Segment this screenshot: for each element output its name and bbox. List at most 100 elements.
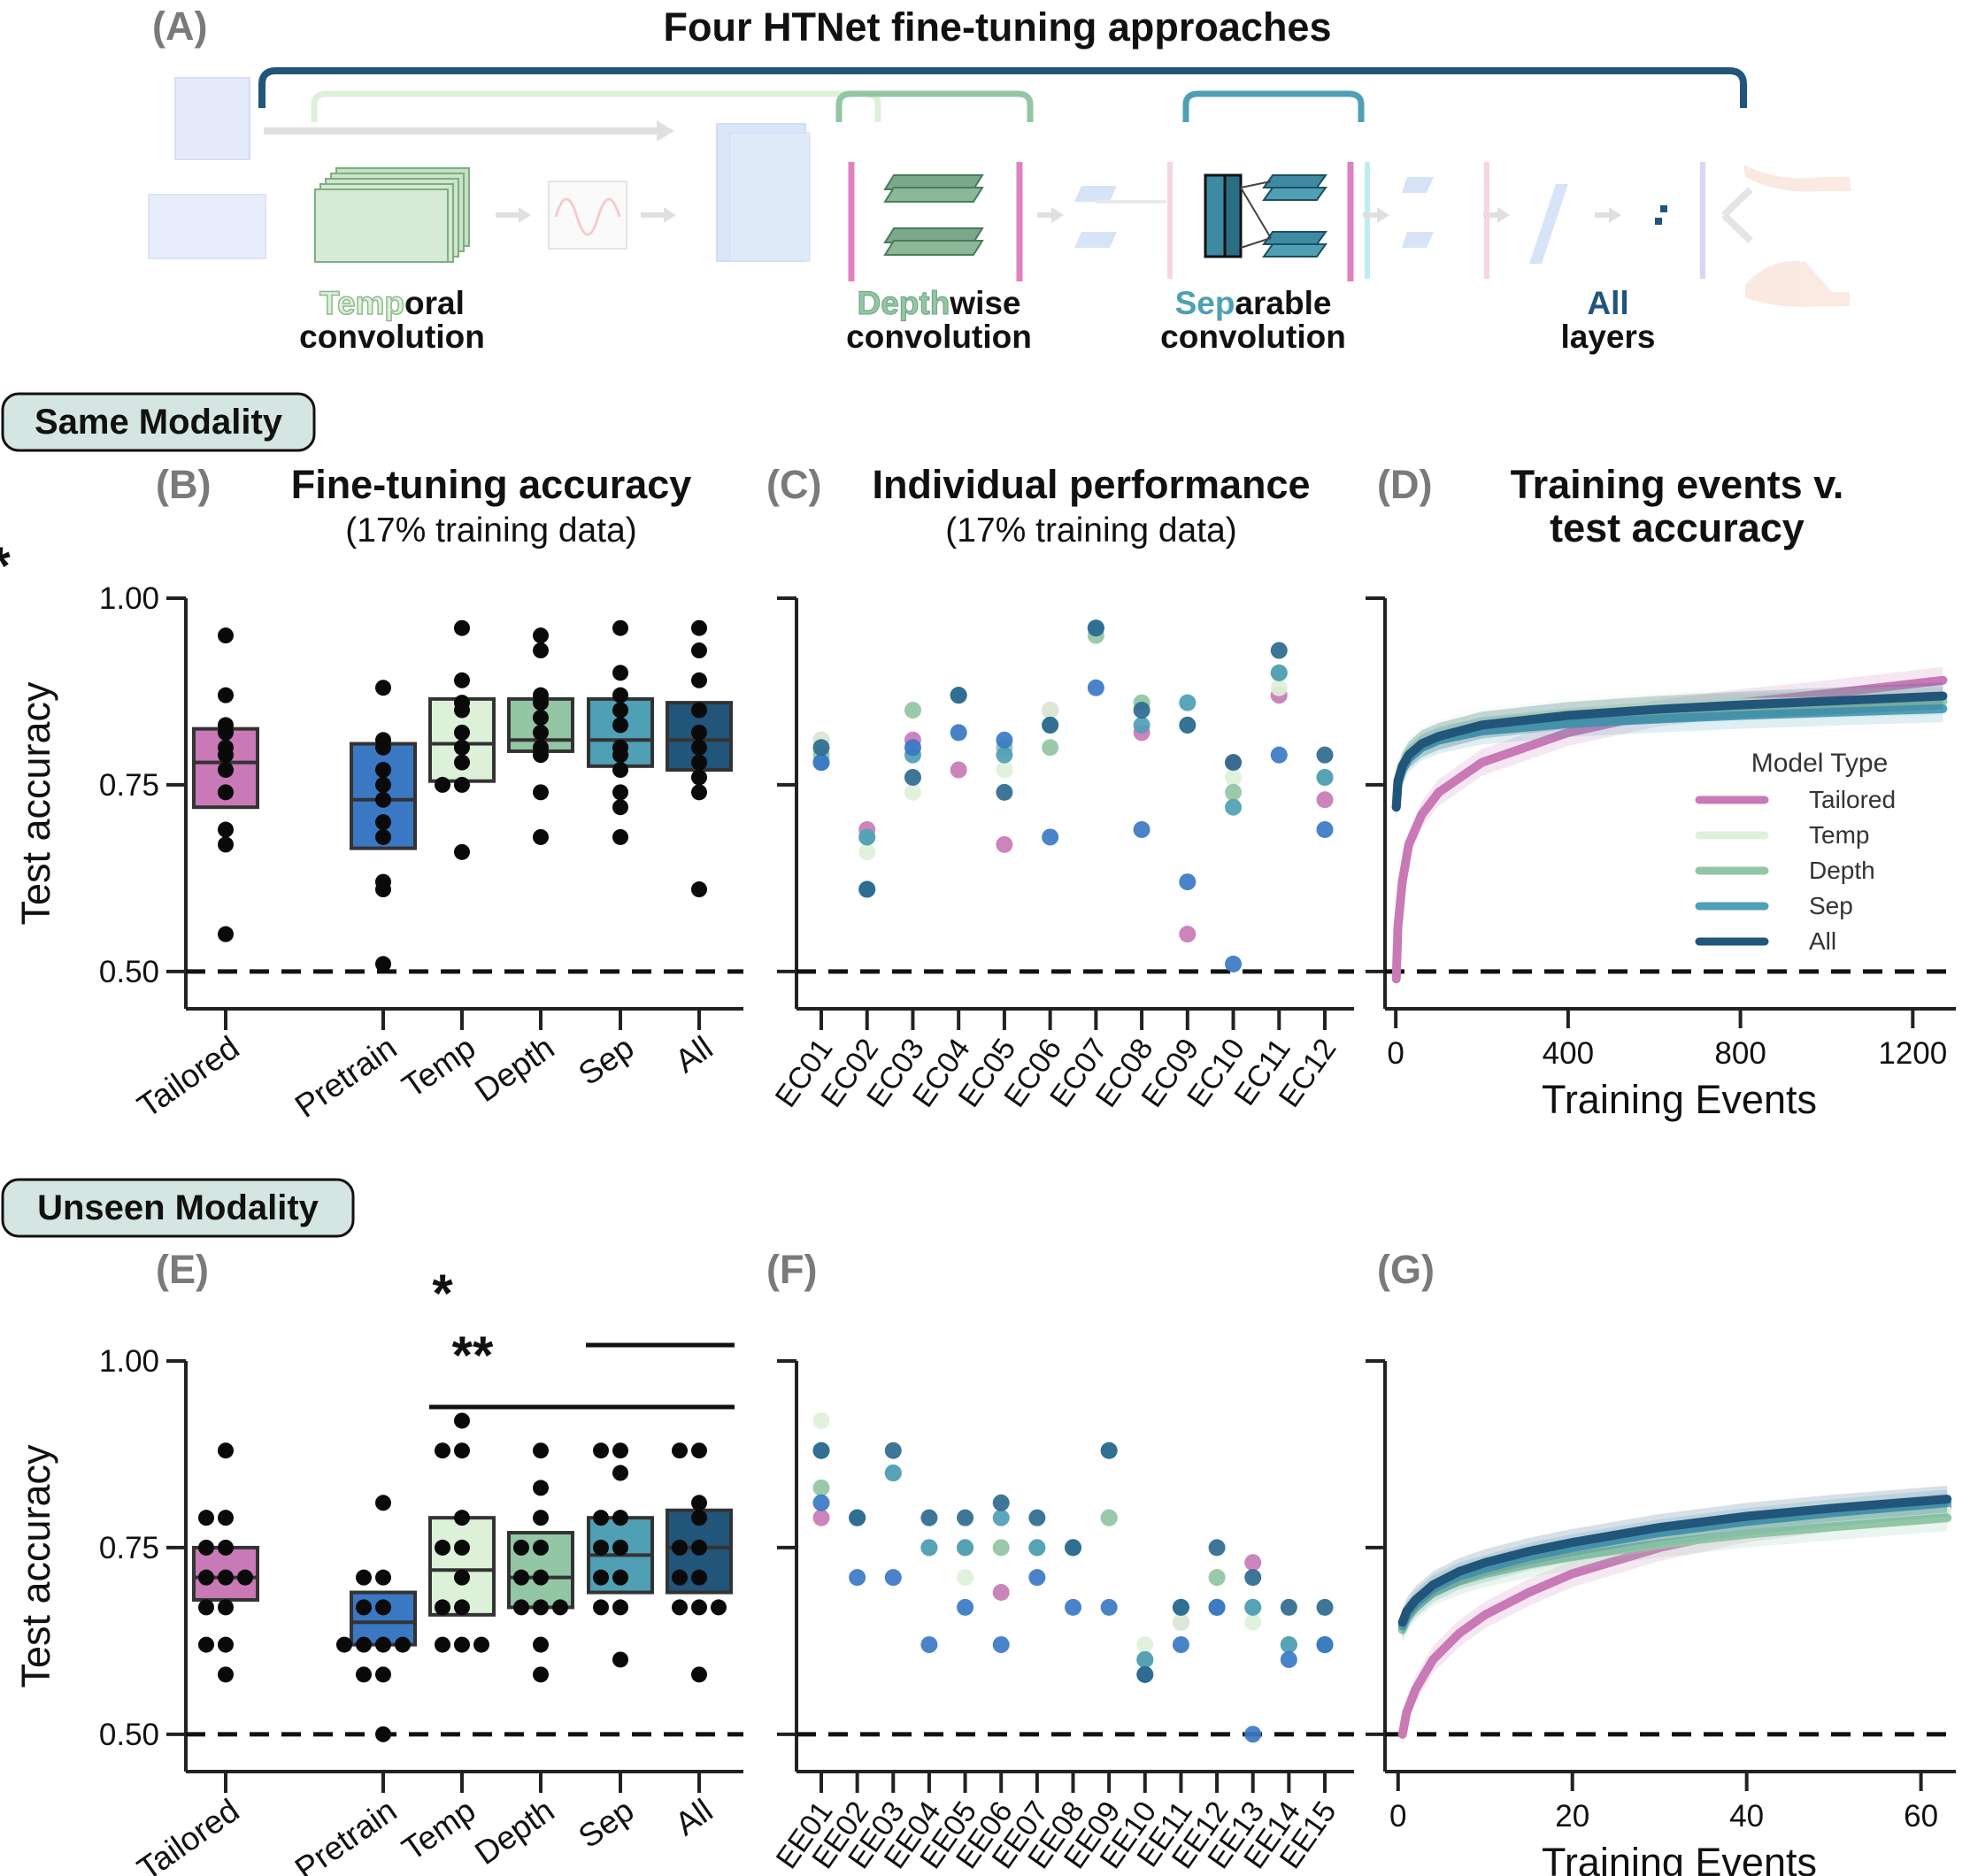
modality-unseen-label: Unseen Modality [37, 1188, 319, 1227]
chart-f: EE01EE02EE03EE04EE05EE06EE07EE08EE09EE10… [770, 1359, 1354, 1875]
data-point-depth [552, 1599, 568, 1616]
data-point-tailored [218, 836, 234, 853]
svg-text:Depthwise: Depthwise [857, 285, 1020, 321]
y-axis-label: Test accuracy [13, 1444, 58, 1688]
data-point-sep [612, 762, 628, 779]
data-point-pretrain [375, 828, 391, 845]
point-all-ec07 [1087, 619, 1104, 637]
data-point-sep [612, 1651, 628, 1668]
x-tick-label-sep: Sep [572, 1029, 640, 1092]
point-temp-ec05 [996, 761, 1013, 779]
input-layer-icon [148, 194, 266, 259]
data-point-tailored [218, 762, 234, 779]
data-point-all [691, 642, 707, 659]
point-tailored-ee01 [812, 1509, 830, 1526]
point-all-ec05 [996, 783, 1013, 801]
point-depth-ee06 [992, 1539, 1010, 1557]
bracket-depth [835, 90, 1034, 122]
data-point-depth [533, 1480, 549, 1496]
data-point-tailored [218, 627, 234, 644]
point-all-ec01 [812, 739, 830, 757]
panel-c-subtitle: (17% training data) [945, 511, 1237, 550]
data-point-all [691, 702, 707, 719]
data-point-depth [533, 1442, 549, 1459]
data-point-sep [612, 1539, 628, 1556]
data-point-sep [612, 717, 628, 734]
data-point-sep [593, 1510, 609, 1526]
bracket-temp [311, 90, 881, 122]
point-temp-ee11 [1172, 1613, 1189, 1631]
chart-c: EC01EC02EC03EC04EC05EC06EC07EC08EC09EC10… [769, 596, 1354, 1113]
data-point-temp [454, 1636, 470, 1653]
data-point-temp [454, 843, 470, 860]
x-tick-label-temp: Temp [396, 1792, 482, 1867]
point-pretrain-ec10 [1225, 955, 1243, 973]
data-point-sep [612, 799, 628, 816]
data-point-pretrain [375, 791, 391, 808]
point-pretrain-ee09 [1100, 1598, 1118, 1616]
significance-star: * [0, 536, 11, 596]
svg-text:All: All [1587, 285, 1628, 321]
label-separable-line2: convolution [1160, 319, 1346, 355]
data-point-temp [435, 1539, 450, 1556]
panel-b-subtitle: (17% training data) [345, 511, 637, 550]
data-point-sep [612, 687, 628, 704]
data-point-tailored [237, 1569, 253, 1586]
label-temporal-rest: oral [404, 285, 465, 321]
point-depth-ee12 [1208, 1569, 1226, 1587]
data-point-all [691, 724, 707, 741]
modality-unseen-box: Unseen Modality [1, 1178, 355, 1238]
x-tick-label-tailored: Tailored [131, 1792, 246, 1876]
label-separable-rest: arable [1235, 285, 1331, 321]
data-point-all [691, 1569, 707, 1586]
pool-icon [1074, 186, 1117, 202]
arrow-icon-2 [664, 207, 676, 223]
data-point-temp [473, 1636, 489, 1653]
point-temp-ee05 [957, 1569, 974, 1587]
data-point-tailored [218, 1510, 234, 1526]
data-point-all [691, 1666, 707, 1683]
panel-d-title-line1: Training events v. [1511, 462, 1844, 507]
data-point-tailored [198, 1569, 214, 1586]
data-point-pretrain [375, 1599, 391, 1616]
data-point-pretrain [375, 1636, 391, 1653]
bracket-sep [1182, 90, 1365, 122]
point-pretrain-ee15 [1316, 1636, 1334, 1654]
data-point-all [691, 754, 707, 771]
x-tick-label-tailored: Tailored [131, 1029, 246, 1125]
legend-label-sep: Sep [1809, 892, 1853, 919]
data-point-sep [612, 1465, 628, 1481]
point-sep-ee07 [1028, 1539, 1046, 1557]
panel-g-letter: (G) [1377, 1247, 1435, 1292]
separable-conv-block-icon [1204, 162, 1354, 281]
point-all-ee06 [992, 1494, 1010, 1511]
point-pretrain-ee02 [849, 1569, 866, 1587]
data-point-depth [533, 642, 549, 659]
y-tick-label: 0.75 [99, 768, 159, 803]
point-all-ee14 [1280, 1598, 1297, 1616]
y-tick-label: 0.75 [99, 1531, 159, 1565]
point-all-ee15 [1316, 1598, 1334, 1616]
point-pretrain-ee08 [1065, 1598, 1081, 1616]
data-point-sep [593, 1569, 609, 1586]
data-point-all [691, 672, 707, 688]
point-pretrain-ec09 [1179, 873, 1197, 891]
x-tick-label-depth: Depth [468, 1029, 560, 1109]
point-all-ee10 [1136, 1665, 1154, 1683]
data-point-temp [454, 776, 470, 793]
data-point-temp [454, 1510, 470, 1526]
point-temp-ec11 [1270, 679, 1288, 696]
data-point-depth [533, 1510, 549, 1526]
data-point-all [691, 1510, 707, 1526]
point-depth-ec06 [1042, 739, 1059, 757]
point-sep-ee04 [920, 1539, 938, 1557]
label-temporal-line2: convolution [299, 319, 485, 355]
skip-arrow-head-icon [657, 120, 674, 142]
point-all-ec02 [858, 880, 876, 898]
svg-text:Separable: Separable [1175, 285, 1332, 321]
label-all-highlight: All [1587, 285, 1628, 321]
significance-star-pretrain: ** [452, 1326, 494, 1385]
point-temp-ec10 [1225, 768, 1243, 786]
data-point-sep [612, 665, 628, 681]
